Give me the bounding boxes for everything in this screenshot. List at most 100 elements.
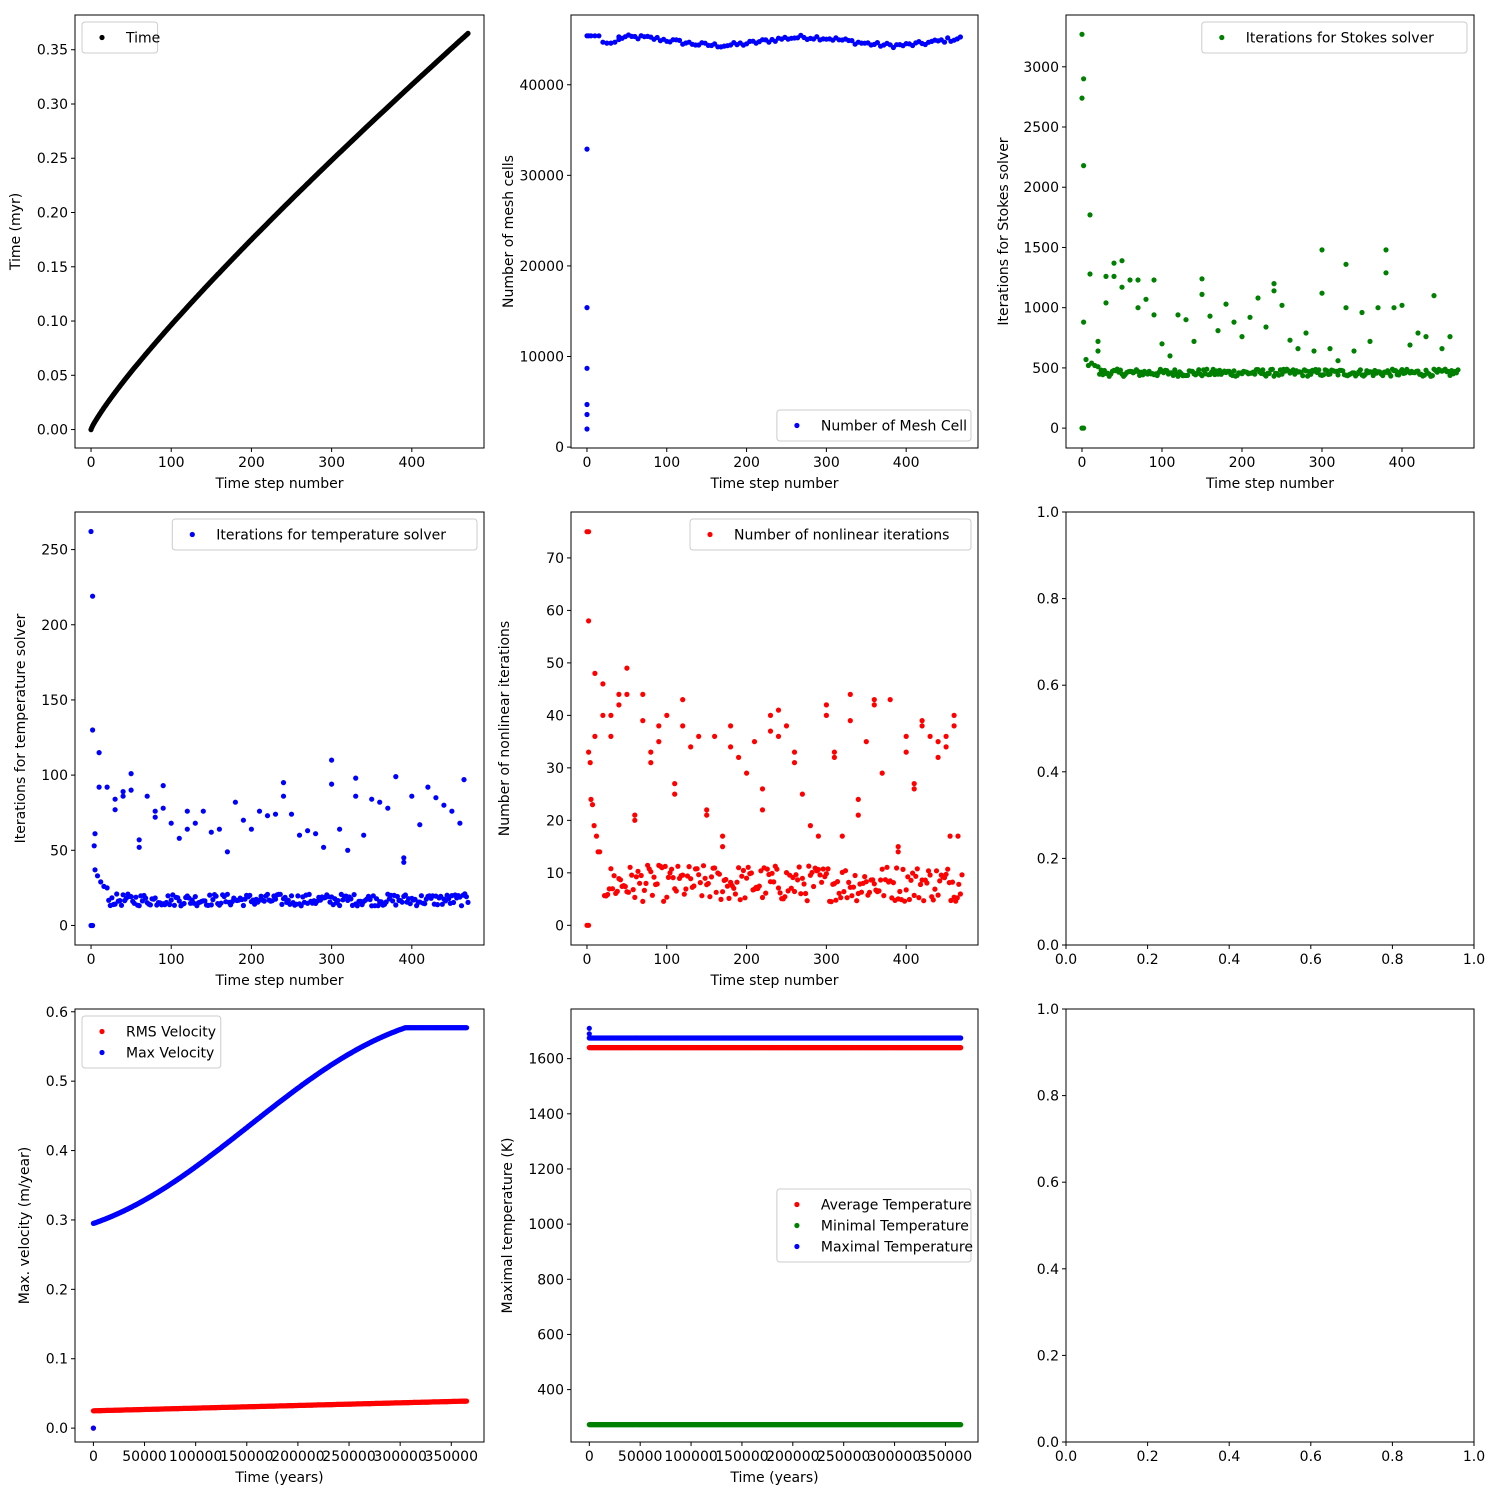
data-point: [871, 881, 877, 887]
data-point: [846, 879, 852, 886]
y-tick-label: 0.5: [46, 1074, 68, 1090]
data-point: [737, 897, 743, 903]
data-point: [280, 793, 287, 799]
data-point: [1295, 346, 1301, 352]
y-tick-label: 1400: [528, 1107, 564, 1123]
data-point: [160, 805, 166, 811]
data-point: [608, 712, 614, 719]
data-point: [943, 744, 949, 750]
data-point: [661, 898, 667, 904]
data-point: [604, 40, 610, 46]
data-point: [224, 891, 230, 897]
data-point: [168, 820, 174, 826]
data-point: [1103, 300, 1109, 306]
data-point: [1439, 346, 1445, 352]
data-point: [617, 877, 624, 883]
data-point: [696, 733, 702, 740]
data-point: [1081, 319, 1087, 325]
data-point: [1111, 273, 1117, 279]
series-2-points: [90, 1025, 470, 1431]
data-point: [210, 897, 216, 903]
data-point: [807, 823, 814, 829]
data-point: [1279, 371, 1285, 377]
y-tick-label: 0: [555, 440, 564, 456]
data-point: [1431, 293, 1437, 299]
data-point: [1343, 261, 1349, 267]
data-point: [192, 820, 198, 826]
y-tick-label: 30000: [519, 168, 564, 184]
data-point: [833, 897, 839, 903]
data-point: [641, 887, 648, 894]
data-point: [648, 869, 654, 875]
data-point: [377, 799, 383, 805]
x-tick-label: 0: [582, 952, 591, 968]
data-point: [353, 775, 359, 781]
data-point: [136, 903, 142, 909]
data-point: [94, 873, 101, 879]
data-point: [736, 754, 742, 761]
data-point: [648, 749, 654, 755]
data-point: [954, 895, 960, 901]
data-point: [458, 903, 465, 909]
y-tick-label: 0.6: [1037, 678, 1059, 694]
y-axis-label: Number of mesh cells: [501, 155, 517, 308]
data-point: [1172, 367, 1178, 373]
data-point: [681, 891, 687, 897]
data-point: [916, 895, 922, 901]
data-point: [823, 712, 830, 719]
x-tick-label: 0: [87, 455, 96, 471]
data-point: [588, 33, 594, 39]
data-point: [1247, 314, 1253, 320]
data-point: [1303, 330, 1309, 336]
data-point: [759, 894, 766, 901]
data-point: [1260, 367, 1266, 373]
data-point: [248, 826, 254, 832]
data-point: [878, 877, 884, 883]
data-point: [958, 1422, 964, 1428]
data-point: [651, 874, 657, 880]
data-point: [200, 808, 206, 814]
data-point: [1167, 353, 1173, 359]
data-point: [803, 890, 809, 897]
data-point: [258, 893, 264, 899]
x-tick-label: 300000: [868, 1449, 921, 1465]
data-point: [680, 872, 686, 878]
data-point: [1087, 212, 1093, 218]
data-point: [90, 727, 96, 733]
data-point: [799, 791, 806, 797]
data-point: [937, 878, 943, 884]
x-tick-label: 300: [318, 952, 345, 968]
data-point: [393, 774, 399, 780]
y-tick-label: 0.30: [37, 97, 68, 113]
data-point: [600, 681, 606, 687]
data-point: [921, 898, 927, 904]
data-point: [871, 697, 877, 703]
data-point: [1095, 338, 1101, 344]
data-point: [858, 889, 865, 895]
data-point: [586, 618, 592, 624]
y-tick-label: 0.15: [37, 260, 68, 276]
data-point: [874, 40, 881, 46]
data-point: [114, 891, 120, 897]
data-point: [1252, 371, 1258, 377]
legend-marker: [99, 34, 105, 41]
data-point: [852, 872, 858, 879]
data-point: [630, 887, 636, 893]
data-point: [1391, 305, 1397, 311]
data-point: [457, 820, 463, 826]
data-point: [1319, 247, 1325, 253]
x-tick-label: 400: [893, 455, 920, 471]
data-point: [720, 889, 726, 895]
data-point: [704, 812, 710, 818]
legend-marker: [794, 1222, 800, 1229]
data-point: [850, 884, 857, 890]
data-point: [951, 723, 957, 729]
data-point: [272, 811, 279, 817]
data-point: [798, 891, 804, 897]
data-point: [686, 864, 692, 870]
x-tick-label: 1.0: [1463, 1449, 1485, 1465]
data-point: [1196, 367, 1202, 373]
data-point: [1111, 260, 1117, 266]
data-point: [1388, 373, 1394, 379]
data-point: [1081, 425, 1087, 431]
